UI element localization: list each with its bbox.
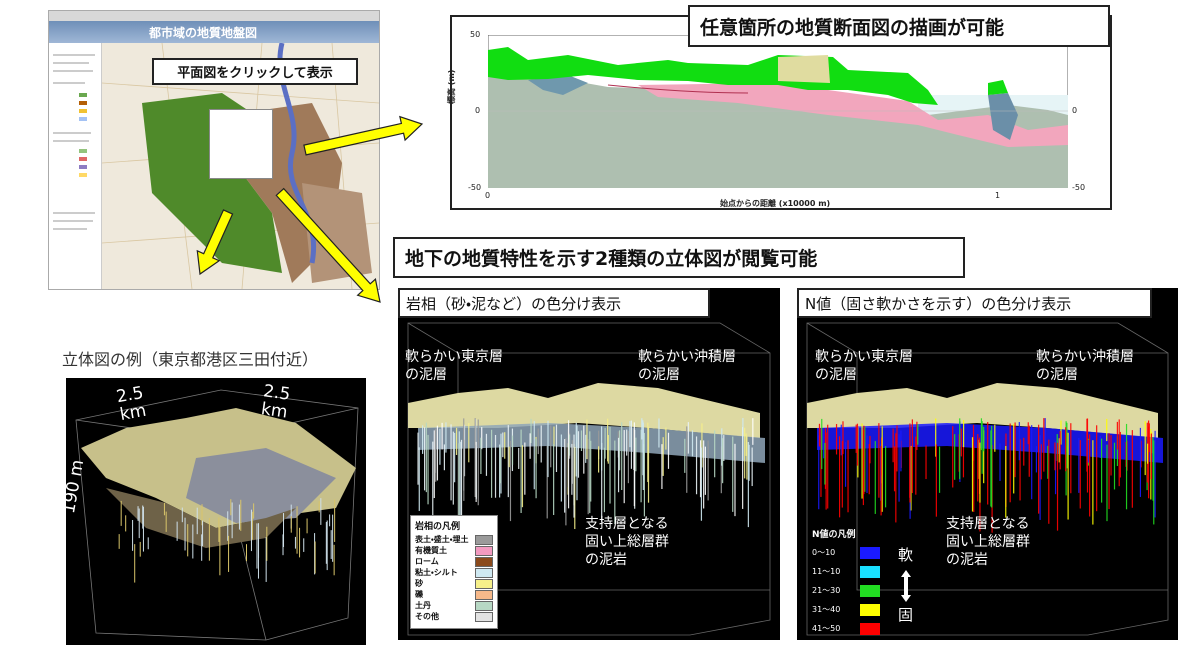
annotation: 支持層となる 固い上総層群 の泥岩: [585, 516, 669, 568]
cross-section-callout: 任意箇所の地質断面図の描画が可能: [688, 5, 1110, 47]
legend-item: 11～10: [812, 562, 892, 581]
legend-item: 有機質土: [415, 545, 493, 556]
legend-swatch: [475, 589, 493, 600]
legend-swatch: [475, 545, 493, 556]
legend-item: ローム: [415, 556, 493, 567]
soft-hard-arrow: [901, 570, 911, 602]
annotation: 軟らかい沖積層 の泥層: [1036, 349, 1134, 383]
legend-label: 礫: [415, 590, 423, 599]
y-tick-label: 0: [475, 106, 481, 115]
legend-item: 土丹: [415, 600, 493, 611]
legend-swatch: [475, 611, 493, 622]
legend-swatch: [860, 622, 880, 635]
x-tick-label: 1: [995, 191, 1001, 200]
x-axis-label: 始点からの距離 (x10000 m): [720, 199, 831, 208]
hard-label: 固: [898, 606, 914, 624]
sidebar-lines: [53, 54, 95, 230]
legend-label: 砂: [415, 579, 423, 588]
legend-swatch: [860, 546, 880, 559]
legend-swatch: [475, 600, 493, 611]
legend-label: 21～30: [812, 586, 841, 595]
legend-item: 41～50: [812, 619, 892, 638]
y2-tick-label: 0: [1072, 106, 1078, 115]
annotation: 軟らかい東京層 の泥層: [405, 349, 503, 383]
info-popup: [209, 109, 273, 179]
banner: 地下の地質特性を示す2種類の立体図が閲覧可能: [393, 237, 965, 278]
legend-swatch: [475, 567, 493, 578]
legend-swatch: [475, 556, 493, 567]
legend-label: その他: [415, 612, 439, 621]
legend-swatch: [475, 534, 493, 545]
site-header: [49, 21, 379, 43]
y-axis-label: 標高 (m): [447, 69, 456, 104]
lithology-legend: 岩相の凡例 表土・盛土・埋土 有機質土ローム粘土・シルト砂礫土丹その他: [410, 515, 498, 629]
cross-section-plot: [488, 35, 1068, 188]
legend-item: 礫: [415, 589, 493, 600]
site-title: 都市域の地質地盤図: [149, 26, 258, 40]
legend-item: その他: [415, 611, 493, 622]
legend-item: 21～30: [812, 581, 892, 600]
map-callout: 平面図をクリックして表示: [152, 58, 358, 85]
legend-swatch: [475, 578, 493, 589]
legend-label: 土丹: [415, 601, 431, 610]
x-tick-label: 0: [485, 191, 491, 200]
layer-band: [817, 423, 1163, 463]
legend-title: 岩相の凡例: [415, 522, 461, 532]
example-caption: 立体図の例（東京都港区三田付近）: [62, 350, 319, 369]
legend-label: 31～40: [812, 605, 841, 614]
sidebar: [49, 43, 102, 289]
legend-swatch: [860, 584, 880, 597]
nvalue-3d-view: [797, 288, 1178, 640]
legend-label: 41～50: [812, 624, 841, 633]
y-tick-label: 50: [470, 30, 481, 39]
nvalue-legend: N値の凡例 0～10 11～10 21～30 31～40 41～50: [812, 527, 892, 638]
y2-tick-label: -50: [1072, 183, 1086, 192]
panel-title: N値（固さ軟かさを示す）の色分け表示: [797, 288, 1152, 318]
map-screenshot: 都市域の地質地盤図: [48, 10, 380, 290]
legend-label: 11～10: [812, 567, 841, 576]
legend-swatch: [860, 603, 880, 616]
legend-item: 表土・盛土・埋土: [415, 534, 493, 545]
panel-title: 岩相（砂・泥など）の色分け表示: [398, 288, 710, 318]
boreholes: [818, 418, 1156, 533]
boreholes: [417, 418, 754, 532]
annotation: 軟らかい東京層 の泥層: [815, 349, 913, 383]
legend-title: N値の凡例: [812, 530, 856, 540]
legend-item: 砂: [415, 578, 493, 589]
y-tick-label: -50: [468, 183, 482, 192]
terrain: [408, 383, 760, 438]
legend-label: 表土・盛土・埋土: [415, 535, 469, 544]
legend-label: ローム: [415, 557, 439, 566]
legend-swatch: [860, 565, 880, 578]
legend-label: 0～10: [812, 548, 836, 557]
dimension-label: 2.5 km: [259, 381, 292, 423]
legend-item: 粘土・シルト: [415, 567, 493, 578]
window-bar: [49, 11, 379, 21]
annotation: 支持層となる 固い上総層群 の泥岩: [946, 516, 1030, 568]
legend-label: 有機質土: [415, 546, 447, 555]
example-3d-view: [66, 378, 366, 645]
soft-label: 軟: [898, 546, 914, 564]
legend-item: 31～40: [812, 600, 892, 619]
legend-label: 粘土・シルト: [415, 568, 458, 577]
legend-item: 0～10: [812, 543, 892, 562]
annotation: 軟らかい沖積層 の泥層: [638, 349, 736, 383]
